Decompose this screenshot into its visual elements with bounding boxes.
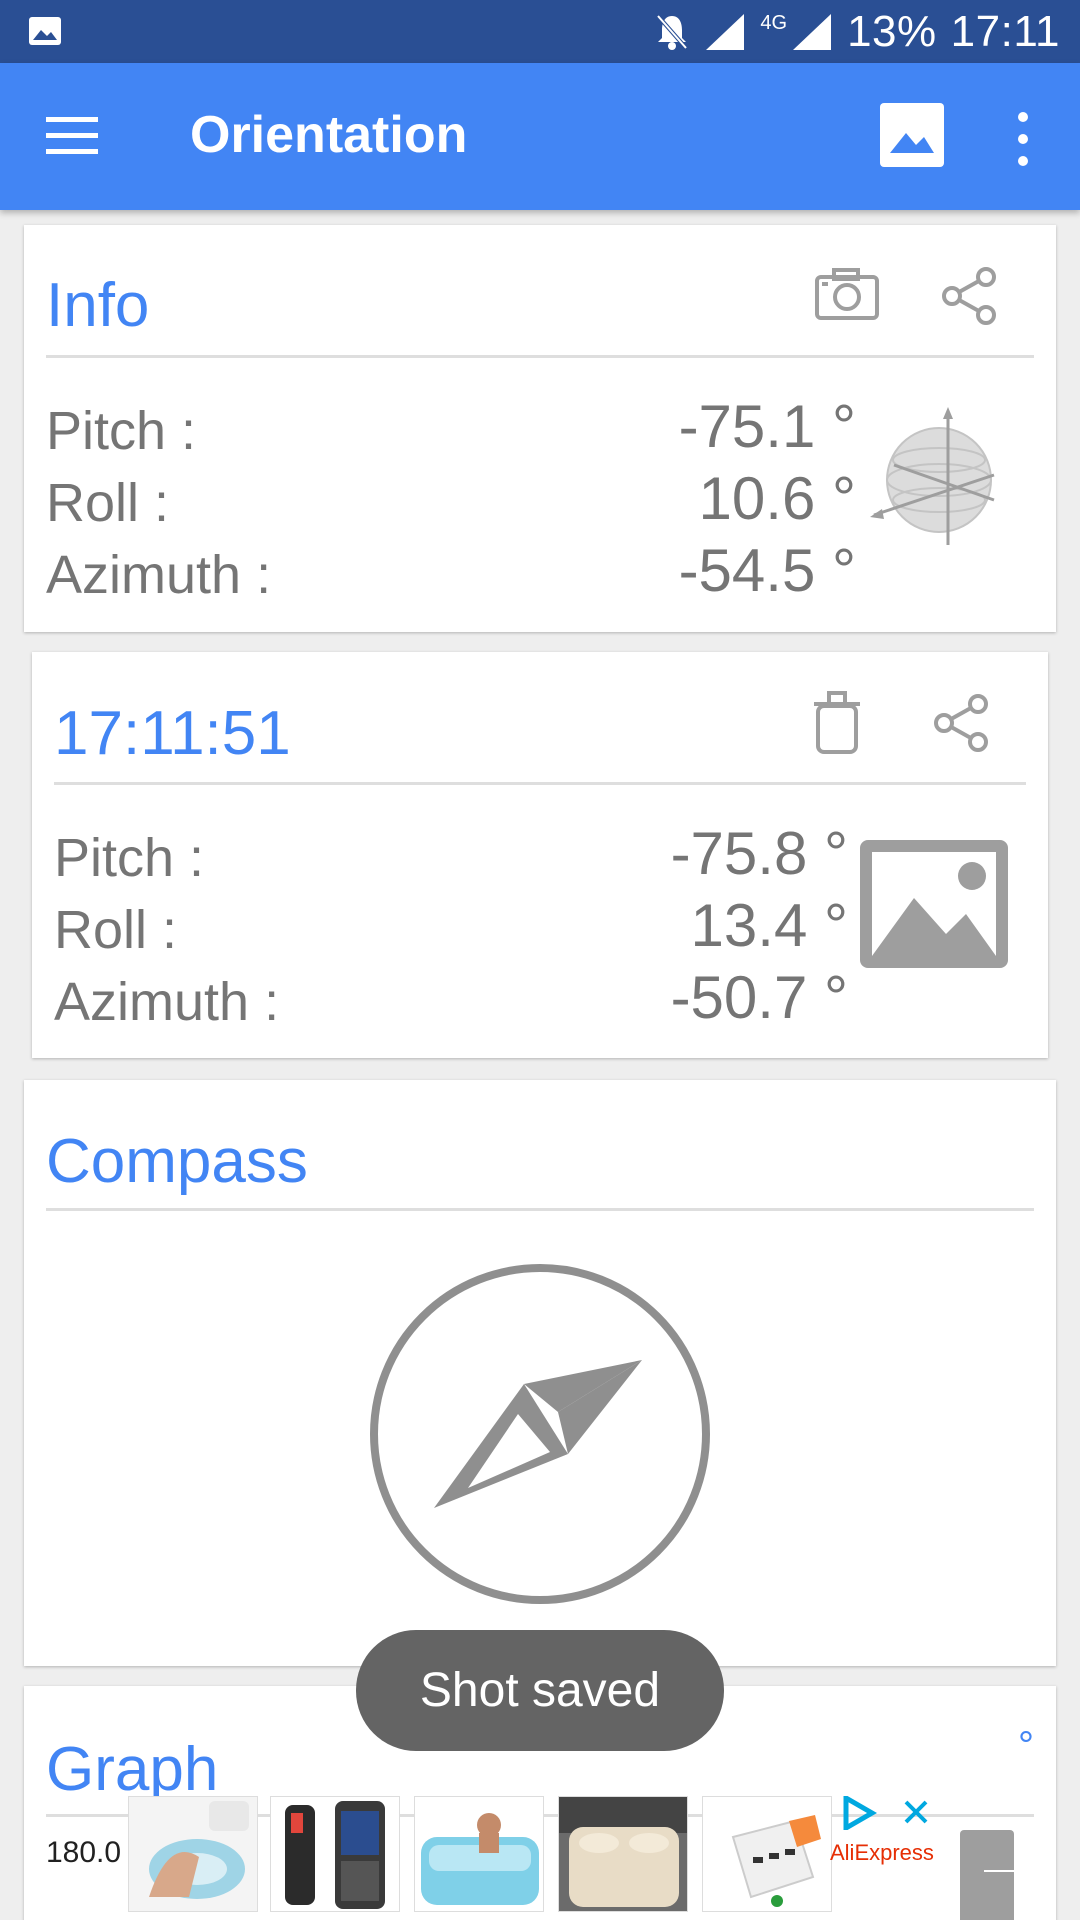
adchoices-icon[interactable]: [842, 1796, 882, 1830]
roll-value: 10.6 °: [698, 465, 856, 532]
product-image-icon: [415, 1797, 543, 1911]
graph-unit: °: [1018, 1724, 1034, 1768]
shot-values: -75.8 ° 13.4 ° -50.7 °: [671, 818, 848, 1034]
shot-card: 17:11:51 Pitch : Roll : Azimuth : -75.8 …: [32, 652, 1048, 1058]
azimuth-value: -50.7 °: [670, 964, 848, 1031]
ad-brand-label: AliExpress: [830, 1840, 934, 1865]
battery-level: 13%: [847, 6, 937, 56]
clock: 17:11: [950, 6, 1060, 56]
graph-y-top-label: 180.0: [46, 1836, 122, 1869]
signal-icon-2: [793, 13, 832, 50]
compass-divider: [46, 1208, 1034, 1211]
pitch-value: -75.8 °: [670, 820, 848, 887]
network-type: 4G: [760, 12, 788, 34]
product-image-icon: [559, 1797, 687, 1911]
shot-labels: Pitch : Roll : Azimuth :: [54, 822, 279, 1038]
graph-line: [984, 1870, 1034, 1872]
pitch-value: -75.1 °: [678, 393, 856, 460]
toast: Shot saved: [356, 1630, 724, 1751]
roll-label: Roll :: [46, 473, 170, 533]
azimuth-label: Azimuth :: [46, 545, 272, 605]
roll-label: Roll :: [54, 900, 178, 960]
info-divider: [46, 355, 1034, 358]
app-bar: Orientation: [0, 63, 1080, 210]
gallery-icon[interactable]: [880, 103, 944, 167]
more-options-icon[interactable]: [1008, 111, 1038, 167]
azimuth-value: -54.5 °: [678, 537, 856, 604]
mute-icon: [656, 14, 688, 50]
info-card: Info Pitch : Roll : Azimuth : -75.1 ° 10…: [24, 225, 1056, 632]
ad-brand-block[interactable]: AliExpress: [830, 1796, 954, 1896]
menu-icon[interactable]: [46, 115, 98, 155]
compass-icon: [370, 1264, 710, 1604]
share-icon[interactable]: [940, 267, 998, 325]
ad-product-thumb[interactable]: [558, 1796, 688, 1912]
shot-divider: [54, 782, 1026, 785]
compass-card-title: Compass: [46, 1127, 308, 1196]
image-notification-icon: [29, 17, 61, 45]
ad-product-thumb[interactable]: [702, 1796, 832, 1912]
product-image-icon: [703, 1797, 831, 1911]
image-placeholder-icon[interactable]: [860, 840, 1008, 968]
product-image-icon: [129, 1797, 257, 1911]
roll-value: 13.4 °: [690, 892, 848, 959]
info-card-title: Info: [46, 271, 150, 340]
ad-product-thumb[interactable]: [270, 1796, 400, 1912]
orientation-sphere-icon: [870, 407, 995, 545]
graph-scroll-handle[interactable]: [960, 1830, 1014, 1920]
ad-product-thumb[interactable]: [128, 1796, 258, 1912]
page-title: Orientation: [190, 106, 468, 164]
azimuth-label: Azimuth :: [54, 972, 280, 1032]
pitch-label: Pitch :: [54, 828, 205, 888]
info-labels: Pitch : Roll : Azimuth :: [46, 395, 271, 611]
pitch-label: Pitch :: [46, 401, 197, 461]
info-values: -75.1 ° 10.6 ° -54.5 °: [679, 391, 856, 607]
signal-icon: [706, 13, 745, 50]
ad-product-thumb[interactable]: [414, 1796, 544, 1912]
status-bar: 4G 13% 17:11: [0, 0, 1080, 63]
share-icon[interactable]: [932, 694, 990, 752]
camera-icon[interactable]: [814, 267, 880, 321]
ad-banner[interactable]: AliExpress: [126, 1796, 954, 1920]
product-image-icon: [271, 1797, 399, 1911]
compass-card: Compass: [24, 1080, 1056, 1666]
close-ad-icon[interactable]: [902, 1798, 930, 1826]
shot-timestamp: 17:11:51: [54, 699, 291, 768]
graph-card-title: Graph: [46, 1735, 219, 1804]
trash-icon[interactable]: [812, 690, 862, 756]
